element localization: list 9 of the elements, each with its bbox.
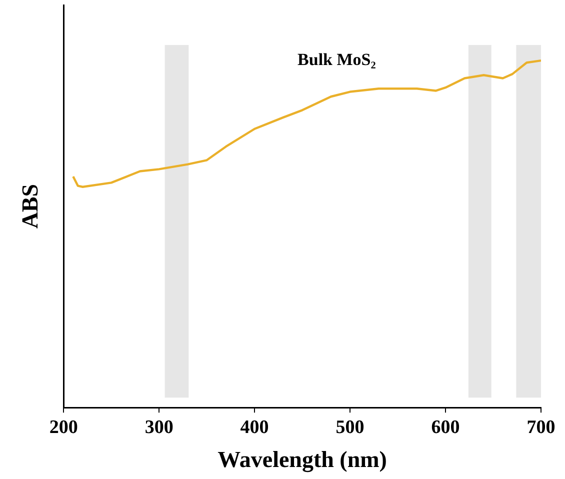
series-label: Bulk MoS₂: [298, 50, 376, 69]
x-tick-label: 300: [144, 416, 174, 438]
x-tick-label: 200: [49, 416, 78, 438]
x-tick-label: 400: [240, 416, 269, 438]
x-axis-title: Wavelength (nm): [218, 447, 387, 474]
x-tick-label: 500: [336, 416, 364, 438]
y-axis-title: ABS: [18, 184, 43, 229]
x-tick-label: 700: [526, 416, 556, 438]
x-tick-label: 600: [431, 416, 460, 438]
